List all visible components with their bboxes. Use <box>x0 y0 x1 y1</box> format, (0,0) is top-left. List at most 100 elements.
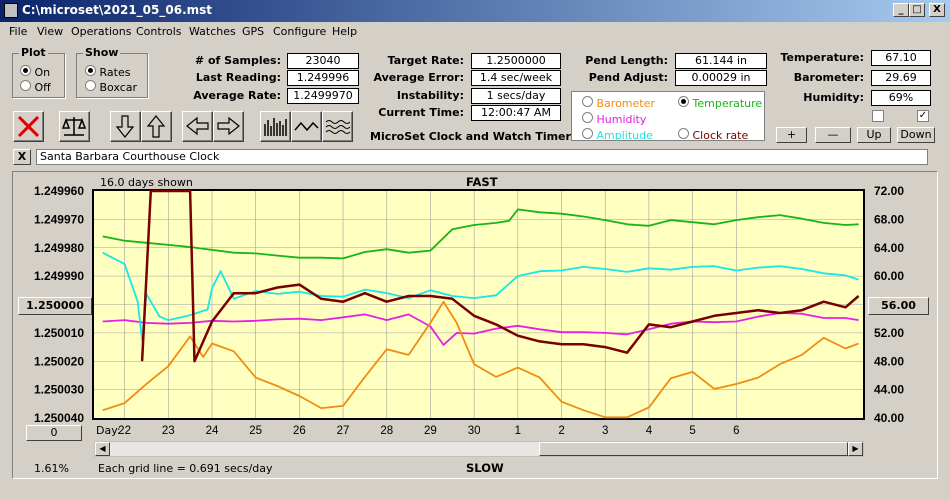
target-rate-label: Target Rate: <box>387 54 464 67</box>
plot-off-label: Off <box>34 81 51 94</box>
horizontal-scrollbar[interactable]: ◀ ▶ <box>94 441 864 457</box>
zero-button[interactable]: 0 <box>26 425 82 441</box>
menu-view[interactable]: View <box>37 25 64 38</box>
show-rates-label: Rates <box>99 66 131 79</box>
show-boxcar-label: Boxcar <box>99 81 138 94</box>
plot-on-label: On <box>34 66 51 79</box>
minimize-button[interactable]: _ <box>893 3 909 17</box>
target-rate-input[interactable]: 1.2500000 <box>471 53 561 69</box>
samples-value: 23040 <box>287 53 359 69</box>
x-tick-label: 2 <box>558 425 564 437</box>
arrow-left-button[interactable] <box>182 111 213 142</box>
temperature-label: Temperature: <box>780 51 864 64</box>
series-line-amplitude <box>102 251 859 341</box>
x-tick-label: 25 <box>249 425 262 437</box>
series-temperature-radio[interactable]: Temperature <box>678 96 762 110</box>
option-checkbox-2[interactable]: ✓ <box>917 110 929 122</box>
current-time-value: 12:00:47 AM <box>471 105 561 121</box>
x-tick-label: 29 <box>424 425 437 437</box>
scroll-left-arrow[interactable]: ◀ <box>95 442 110 456</box>
zoom-out-button[interactable]: — <box>815 127 851 143</box>
plot-off-radio[interactable]: Off <box>20 80 51 94</box>
left-scale-button[interactable]: 1.250000 <box>18 297 92 315</box>
close-button[interactable]: X <box>929 3 945 17</box>
menu-configure[interactable]: Configure <box>273 25 327 38</box>
last-reading-label: Last Reading: <box>195 71 281 84</box>
radio-dot <box>85 80 96 91</box>
scroll-up-button[interactable]: Up <box>857 127 891 143</box>
y-right-tick-label: 48.00 <box>874 354 904 368</box>
series-clock-rate-radio[interactable]: Clock rate <box>678 128 748 142</box>
y-right-tick-label: 40.00 <box>874 411 904 425</box>
close-clock-button[interactable]: X <box>13 149 31 165</box>
average-rate-value: 1.2499970 <box>287 88 359 104</box>
menu-controls[interactable]: Controls <box>136 25 182 38</box>
balance-button[interactable] <box>59 111 90 142</box>
series-amplitude-label: Amplitude <box>596 129 653 142</box>
menu-file[interactable]: File <box>9 25 28 38</box>
scroll-right-arrow[interactable]: ▶ <box>848 442 863 456</box>
clock-name-input[interactable]: Santa Barbara Courthouse Clock <box>36 149 928 165</box>
pend-length-label: Pend Length: <box>585 54 668 67</box>
radio-dot <box>678 128 689 139</box>
x-icon <box>17 115 40 138</box>
current-time-label: Current Time: <box>378 106 464 119</box>
zoom-in-button[interactable]: + <box>776 127 807 143</box>
show-rates-radio[interactable]: Rates <box>85 65 130 79</box>
series-clock-rate-label: Clock rate <box>692 129 749 142</box>
x-tick-label: 3 <box>602 425 608 437</box>
menu-watches[interactable]: Watches <box>189 25 236 38</box>
arrow-right-button[interactable] <box>213 111 244 142</box>
barometer-value: 29.69 <box>871 70 931 86</box>
arrow-up-button[interactable] <box>141 111 172 142</box>
humidity-label: Humidity: <box>803 91 864 104</box>
days-shown-label: 16.0 days shown <box>100 176 193 189</box>
instability-label: Instability: <box>396 89 464 102</box>
right-scale-button[interactable]: 56.00 <box>868 297 929 315</box>
y-left-tick-label: 1.250040 <box>34 411 84 425</box>
series-line-barometer <box>102 300 859 419</box>
grid-note: Each grid line = 0.691 secs/day <box>98 462 273 475</box>
x-tick-label: 1 <box>515 425 521 437</box>
series-temperature-label: Temperature <box>692 97 763 110</box>
radio-dot <box>20 65 31 76</box>
maximize-button[interactable]: □ <box>909 3 925 17</box>
window-title: C:\microset\2021_05_06.mst <box>22 3 213 17</box>
radio-dot <box>85 65 96 76</box>
plot-group-label: Plot <box>19 46 48 59</box>
bars-icon <box>264 118 287 136</box>
menu-help[interactable]: Help <box>332 25 358 38</box>
arrow-down-button[interactable] <box>110 111 141 142</box>
menu-gps[interactable]: GPS <box>242 25 265 38</box>
bars-view-button[interactable] <box>260 111 291 142</box>
show-boxcar-radio[interactable]: Boxcar <box>85 80 137 94</box>
stop-button[interactable] <box>13 111 44 142</box>
y-left-tick-label: 1.249960 <box>34 184 84 198</box>
arrow-right-icon <box>217 116 240 136</box>
arrow-up-icon <box>146 115 166 138</box>
x-tick-label: 6 <box>733 425 739 437</box>
pend-length-value: 61.144 in <box>675 53 767 69</box>
line-view-button[interactable] <box>291 111 322 142</box>
option-checkbox-1[interactable] <box>872 110 884 122</box>
y-right-tick-label: 60.00 <box>874 269 904 283</box>
y-left-tick-label: 1.250030 <box>34 383 84 397</box>
series-barometer-radio[interactable]: Barometer <box>582 96 655 110</box>
series-line-humidity <box>102 312 859 346</box>
series-select-box <box>571 91 765 141</box>
plot-on-radio[interactable]: On <box>20 65 50 79</box>
y-left-tick-label: 1.249970 <box>34 212 84 226</box>
scroll-down-button[interactable]: Down <box>897 127 935 143</box>
arrow-left-icon <box>186 116 209 136</box>
waves-icon <box>325 120 351 134</box>
x-tick-label: 23 <box>162 425 175 437</box>
menu-operations[interactable]: Operations <box>71 25 132 38</box>
series-humidity-radio[interactable]: Humidity <box>582 112 646 126</box>
temperature-value: 67.10 <box>871 50 931 66</box>
series-line-temperature <box>102 208 859 260</box>
scroll-thumb[interactable] <box>539 442 848 456</box>
samples-label: # of Samples: <box>194 54 281 67</box>
series-amplitude-radio[interactable]: Amplitude <box>582 128 653 142</box>
y-left-tick-label: 1.249980 <box>34 241 84 255</box>
waves-view-button[interactable] <box>322 111 353 142</box>
